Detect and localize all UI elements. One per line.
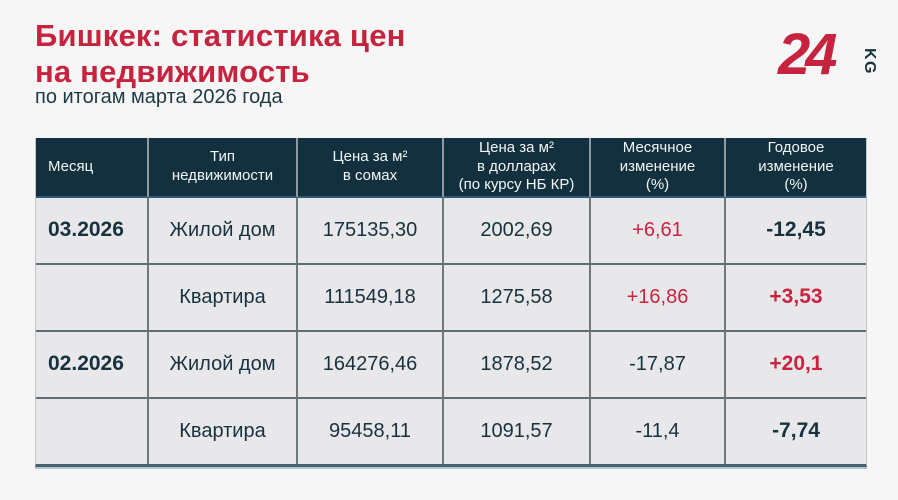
price-usd-cell: 1878,52	[444, 332, 591, 399]
logo-number-24: 24	[777, 22, 837, 87]
price-usd-cell: 2002,69	[444, 198, 591, 265]
price-som-cell: 95458,11	[298, 399, 444, 464]
annual-change-cell: +20,1	[726, 332, 866, 399]
logo-suffix-kg: KG	[861, 48, 878, 75]
brand-logo-24kg: 24 KG	[777, 22, 878, 87]
property-type-cell: Жилой дом	[149, 198, 298, 265]
price-usd-cell: 1091,57	[444, 399, 591, 464]
page-title: Бишкек: статистика цен на недвижимость	[35, 18, 406, 90]
month-cell	[36, 265, 149, 332]
month-cell: 03.2026	[36, 198, 149, 265]
column-header-annual-change: Годовое изменение (%)	[726, 138, 866, 198]
monthly-change-cell: +6,61	[591, 198, 726, 265]
property-type-cell: Квартира	[149, 265, 298, 332]
price-usd-cell: 1275,58	[444, 265, 591, 332]
price-som-cell: 111549,18	[298, 265, 444, 332]
column-header-price-som: Цена за м² в сомах	[298, 138, 444, 198]
property-type-cell: Жилой дом	[149, 332, 298, 399]
month-cell: 02.2026	[36, 332, 149, 399]
annual-change-cell: +3,53	[726, 265, 866, 332]
price-som-cell: 164276,46	[298, 332, 444, 399]
monthly-change-cell: -17,87	[591, 332, 726, 399]
month-cell	[36, 399, 149, 464]
annual-change-cell: -12,45	[726, 198, 866, 265]
logo-24kg-icon: 24 KG	[777, 22, 878, 87]
column-header-property-type: Тип недвижимости	[149, 138, 298, 198]
monthly-change-cell: +16,86	[591, 265, 726, 332]
price-table: Месяц Тип недвижимости Цена за м² в сома…	[35, 138, 867, 467]
column-header-monthly-change: Месячное изменение (%)	[591, 138, 726, 198]
monthly-change-cell: -11,4	[591, 399, 726, 464]
column-header-month: Месяц	[36, 138, 149, 198]
page-subtitle: по итогам марта 2026 года	[35, 86, 283, 108]
annual-change-cell: -7,74	[726, 399, 866, 464]
column-header-price-usd: Цена за м² в долларах (по курсу НБ КР)	[444, 138, 591, 198]
property-type-cell: Квартира	[149, 399, 298, 464]
price-som-cell: 175135,30	[298, 198, 444, 265]
